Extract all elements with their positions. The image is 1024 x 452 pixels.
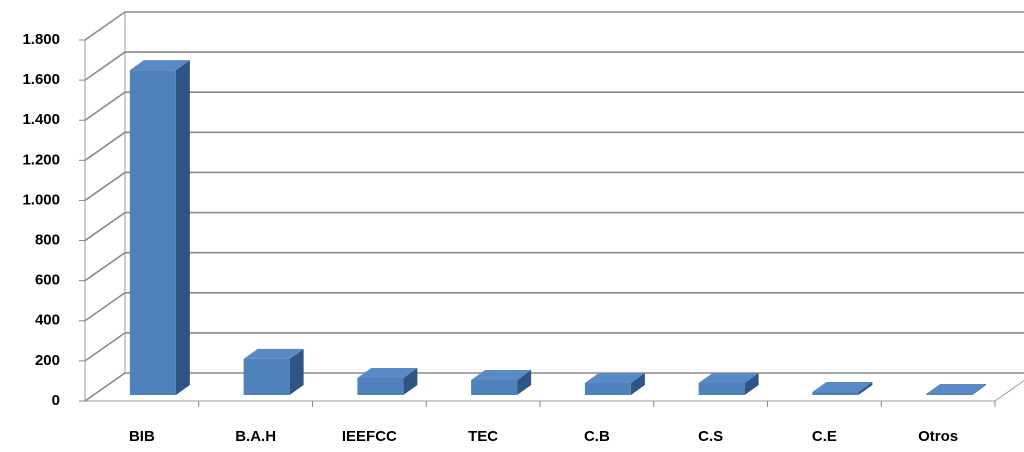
x-tick-label: C.S	[698, 428, 723, 445]
grid-line	[84, 91, 1024, 121]
grid-line	[84, 211, 1024, 242]
x-tick-label: BIB	[129, 428, 155, 445]
y-tick-label: 200	[35, 352, 60, 369]
y-tick-label: 0	[52, 392, 60, 409]
grid-line	[84, 131, 1024, 161]
bar	[471, 369, 532, 395]
grid-line	[84, 291, 1024, 322]
bar	[584, 372, 645, 395]
x-tick-label: B.A.H	[235, 428, 276, 445]
y-tick-label: 1.600	[22, 71, 60, 88]
bar-top	[243, 348, 304, 359]
y-tick-label: 400	[35, 312, 60, 329]
x-tick-label: TEC	[468, 428, 498, 445]
bar	[129, 60, 190, 395]
grid-line	[84, 171, 1024, 202]
bar-front	[243, 358, 290, 395]
bar-top	[357, 367, 418, 378]
floor	[83, 372, 1024, 402]
bar-front	[698, 382, 745, 395]
x-tick-label: Otros	[918, 428, 958, 445]
bar-front	[812, 391, 859, 395]
bar-side	[289, 348, 304, 395]
bar-side	[744, 372, 759, 395]
y-tick-label: 1.200	[22, 151, 60, 168]
bar-side	[517, 369, 532, 395]
bar-top	[471, 369, 532, 380]
bar-front	[357, 377, 404, 395]
bar	[357, 367, 418, 395]
y-tick-label: 1.400	[22, 111, 60, 128]
bar	[926, 383, 987, 395]
y-tick-label: 600	[35, 272, 60, 289]
bar-top	[698, 372, 759, 383]
y-tick-label: 1.800	[22, 31, 60, 48]
y-tick-label: 1.000	[22, 191, 60, 208]
bar-front	[129, 70, 176, 395]
x-tick-label: C.E	[812, 428, 837, 445]
grid-line	[84, 251, 1024, 282]
bar-side	[403, 367, 418, 395]
bar-side	[858, 381, 873, 395]
bar-top	[926, 383, 987, 394]
bar-front	[926, 393, 973, 395]
bar-top	[812, 381, 873, 392]
bar	[243, 348, 304, 395]
bar-side	[972, 383, 987, 395]
grid-line	[84, 332, 1024, 362]
x-tick-label: C.B	[584, 428, 610, 445]
bar-top	[584, 372, 645, 383]
bar-side	[175, 60, 190, 395]
y-tick-label: 800	[35, 232, 60, 249]
bar-side	[630, 372, 645, 395]
grid-line	[84, 51, 1024, 81]
bar-front	[584, 382, 631, 395]
bar	[812, 381, 873, 395]
bar	[698, 372, 759, 395]
bar-top	[129, 60, 190, 71]
bar-front	[471, 379, 518, 395]
grid-line	[84, 11, 1024, 41]
x-tick-label: IEEFCC	[342, 428, 397, 445]
